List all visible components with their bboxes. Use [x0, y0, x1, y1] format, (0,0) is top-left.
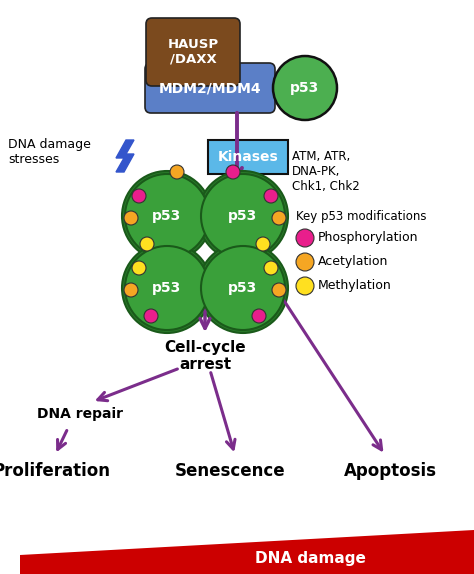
Circle shape	[124, 211, 138, 225]
Text: p53: p53	[152, 209, 182, 223]
Circle shape	[296, 277, 314, 295]
Text: Methylation: Methylation	[318, 280, 392, 293]
Text: Apoptosis: Apoptosis	[344, 462, 437, 480]
Circle shape	[256, 237, 270, 251]
Text: Proliferation: Proliferation	[0, 462, 111, 480]
Text: ATM, ATR,
DNA-PK,
Chk1, Chk2: ATM, ATR, DNA-PK, Chk1, Chk2	[292, 150, 360, 193]
Circle shape	[264, 189, 278, 203]
Text: p53: p53	[291, 81, 319, 95]
Text: DNA damage: DNA damage	[255, 550, 365, 565]
Text: p53: p53	[228, 281, 258, 295]
Text: MDM2/MDM4: MDM2/MDM4	[159, 81, 261, 95]
Circle shape	[272, 211, 286, 225]
Circle shape	[140, 237, 154, 251]
Text: DNA damage
stresses: DNA damage stresses	[8, 138, 91, 166]
Text: Senescence: Senescence	[175, 462, 285, 480]
Circle shape	[122, 243, 212, 333]
Text: DNA repair: DNA repair	[37, 407, 123, 421]
Text: Key p53 modifications: Key p53 modifications	[296, 210, 427, 223]
Circle shape	[124, 283, 138, 297]
Text: p53: p53	[228, 209, 258, 223]
FancyBboxPatch shape	[146, 18, 240, 86]
Circle shape	[198, 171, 288, 261]
Circle shape	[226, 165, 240, 179]
Circle shape	[273, 56, 337, 120]
Circle shape	[296, 253, 314, 271]
FancyBboxPatch shape	[145, 63, 275, 113]
Circle shape	[132, 189, 146, 203]
Text: Cell-cycle
arrest: Cell-cycle arrest	[164, 340, 246, 373]
Circle shape	[296, 229, 314, 247]
Circle shape	[170, 165, 184, 179]
Circle shape	[125, 174, 209, 258]
Circle shape	[132, 261, 146, 275]
Polygon shape	[20, 530, 474, 574]
Circle shape	[252, 309, 266, 323]
FancyBboxPatch shape	[208, 140, 288, 174]
Circle shape	[198, 243, 288, 333]
Circle shape	[122, 171, 212, 261]
Polygon shape	[116, 140, 134, 172]
Circle shape	[272, 283, 286, 297]
Circle shape	[144, 309, 158, 323]
Circle shape	[201, 174, 285, 258]
Circle shape	[125, 246, 209, 330]
Text: Phosphorylation: Phosphorylation	[318, 231, 419, 245]
Text: p53: p53	[152, 281, 182, 295]
Text: HAUSP
/DAXX: HAUSP /DAXX	[167, 38, 219, 66]
Text: Acetylation: Acetylation	[318, 255, 388, 269]
Circle shape	[201, 246, 285, 330]
Text: Kinases: Kinases	[218, 150, 278, 164]
Circle shape	[264, 261, 278, 275]
